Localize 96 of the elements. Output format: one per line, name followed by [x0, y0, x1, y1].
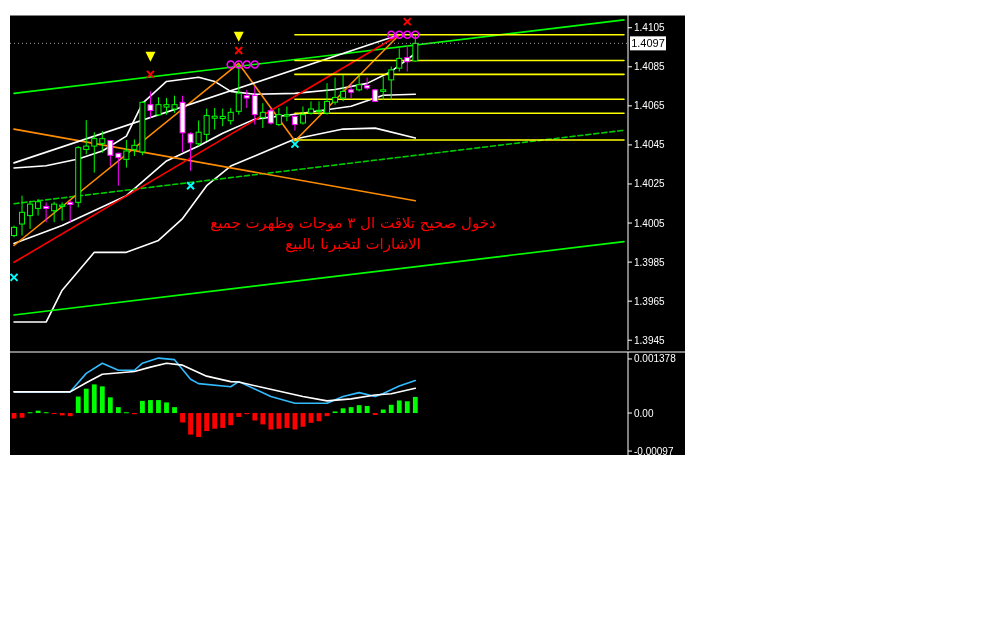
bar — [99, 386, 105, 414]
point — [394, 30, 404, 40]
point — [145, 69, 155, 79]
bar — [164, 402, 169, 414]
candlestick — [316, 100, 322, 116]
candlestick — [59, 201, 66, 222]
bar — [268, 413, 274, 430]
bar — [140, 400, 145, 414]
point — [402, 30, 412, 40]
point — [250, 60, 260, 69]
y-tick-label: 1.4085 — [634, 61, 666, 73]
bar — [404, 401, 410, 414]
y-tick-label: 0.001378 — [634, 353, 677, 365]
candlestick — [91, 131, 98, 174]
candlestick — [275, 107, 282, 127]
candlestick — [356, 74, 363, 92]
candlestick — [99, 130, 106, 154]
candlestick — [307, 100, 314, 116]
bar — [388, 404, 394, 414]
bar — [220, 413, 226, 428]
bar — [236, 413, 242, 417]
candlestick — [51, 201, 58, 223]
bar — [348, 407, 354, 414]
candlestick — [332, 77, 339, 106]
y-tick-label: -0.00097 — [634, 445, 674, 457]
point — [402, 17, 412, 27]
candlestick — [396, 47, 403, 72]
point — [233, 31, 244, 42]
point — [234, 60, 244, 69]
candlestick — [283, 105, 290, 122]
candlestick — [259, 102, 266, 129]
bar — [252, 413, 258, 421]
bar — [260, 413, 266, 425]
candlestick — [340, 74, 347, 102]
point — [290, 139, 300, 149]
bar — [172, 407, 177, 414]
y-tick-label: 1.4065 — [634, 100, 666, 112]
y-tick-label: 1.3985 — [634, 256, 666, 268]
annotation: الاشارات لتخبرنا بالبيع — [285, 235, 421, 254]
bar — [67, 413, 73, 417]
candlestick — [380, 76, 387, 101]
candlestick — [324, 82, 331, 116]
bar — [228, 413, 234, 426]
bar — [204, 413, 210, 432]
bar — [107, 397, 113, 414]
bar — [364, 405, 370, 414]
candlestick — [67, 200, 74, 223]
candlestick — [35, 198, 42, 217]
point — [386, 30, 396, 40]
bar — [196, 413, 202, 437]
candlestick — [43, 201, 50, 223]
bar — [412, 396, 418, 414]
y-tick-label: 1.4045 — [634, 139, 666, 151]
candlestick — [299, 105, 306, 126]
bar — [276, 413, 282, 429]
bar — [180, 413, 185, 423]
point — [226, 60, 236, 69]
bar — [284, 413, 290, 428]
point — [234, 46, 244, 56]
bar — [75, 396, 81, 414]
bar — [11, 413, 17, 419]
bar — [212, 413, 218, 429]
y-tick-label: 0.00 — [634, 407, 654, 419]
y-tick-label: 1.3945 — [634, 334, 666, 346]
candlestick — [123, 139, 130, 169]
bar — [396, 400, 402, 414]
point — [10, 272, 19, 282]
candlestick — [211, 107, 218, 130]
ref-line-label: 1.4097 — [631, 37, 665, 50]
point — [242, 60, 252, 69]
bar — [91, 384, 97, 414]
point — [145, 51, 156, 62]
bar — [148, 400, 153, 414]
bar — [115, 407, 121, 414]
candlestick — [115, 152, 122, 187]
candlestick — [19, 195, 26, 237]
bar — [59, 413, 65, 416]
point — [411, 30, 420, 40]
point — [186, 181, 196, 191]
candlestick — [83, 119, 90, 155]
bar — [356, 405, 362, 414]
candlestick — [147, 90, 154, 119]
y-tick-label: 1.3965 — [634, 295, 666, 307]
y-tick-label: 1.4025 — [634, 178, 666, 190]
bar — [380, 409, 386, 414]
bar — [83, 388, 89, 414]
candlestick — [388, 66, 395, 101]
annotation: دخول صحيح تلاقت ال ٣ موجات وظهرت جميع — [210, 214, 496, 233]
candlestick — [27, 200, 34, 230]
bar — [156, 400, 161, 414]
candlestick — [348, 82, 355, 99]
candlestick — [187, 131, 194, 172]
bar — [188, 413, 193, 435]
candlestick — [243, 89, 250, 109]
y-tick-label: 1.4005 — [634, 217, 666, 229]
y-tick-label: 1.4105 — [634, 22, 666, 34]
